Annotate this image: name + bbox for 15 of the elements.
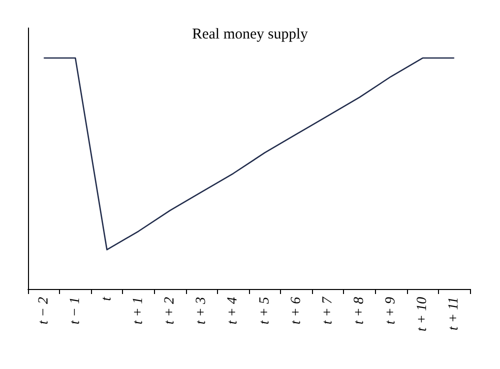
chart-title: Real money supply	[192, 26, 308, 42]
x-tick-label: t − 2	[36, 297, 52, 324]
x-tick-label: t + 6	[288, 297, 304, 324]
x-tick-label: t	[99, 296, 114, 301]
x-tick-label: t + 3	[194, 297, 210, 324]
x-tick-label: t + 9	[384, 297, 399, 324]
x-tick-label: t + 7	[320, 296, 336, 324]
x-tick-label: t − 1	[68, 297, 83, 324]
x-tick-label: t + 4	[226, 297, 241, 324]
x-tick-label: t + 5	[257, 297, 272, 324]
x-tick-label: t + 10	[415, 297, 430, 332]
x-tick-label: t + 1	[131, 297, 146, 324]
x-tick-label: t + 8	[352, 297, 367, 324]
x-tick-label: t + 11	[446, 297, 462, 330]
x-tick-label: t + 2	[162, 297, 178, 324]
